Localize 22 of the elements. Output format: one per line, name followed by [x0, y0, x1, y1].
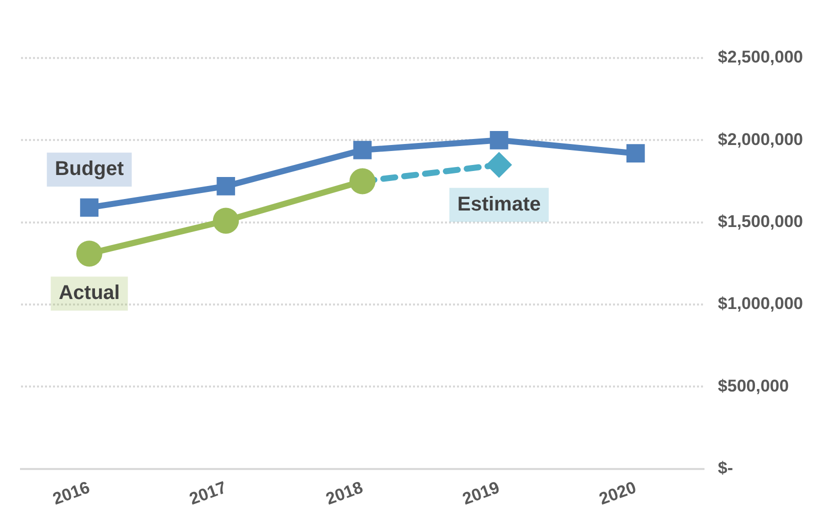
y-tick-label: $1,000,000	[718, 294, 804, 314]
point	[353, 140, 372, 160]
x-tick-label: 2017	[186, 478, 229, 509]
point	[76, 240, 102, 267]
series-label: Estimate	[457, 193, 541, 216]
point	[490, 130, 508, 150]
point	[216, 177, 236, 196]
y-tick-label: $2,000,000	[718, 130, 804, 149]
x-tick-label: 2016	[50, 478, 92, 509]
y-tick-label: $500,000	[718, 376, 789, 396]
y-tick-label: $1,500,000	[718, 212, 804, 232]
point	[212, 208, 239, 234]
x-tick-label: 2018	[323, 478, 366, 509]
point	[486, 152, 512, 178]
y-tick-label: $2,500,000	[718, 48, 804, 67]
series-label: Actual	[58, 282, 120, 304]
x-tick-label: 2019	[460, 478, 502, 509]
y-tick-label: $-	[718, 458, 734, 478]
x-tick-label: 2020	[596, 478, 639, 509]
point	[80, 198, 98, 217]
point	[626, 144, 645, 163]
series-label: Budget	[54, 158, 124, 180]
